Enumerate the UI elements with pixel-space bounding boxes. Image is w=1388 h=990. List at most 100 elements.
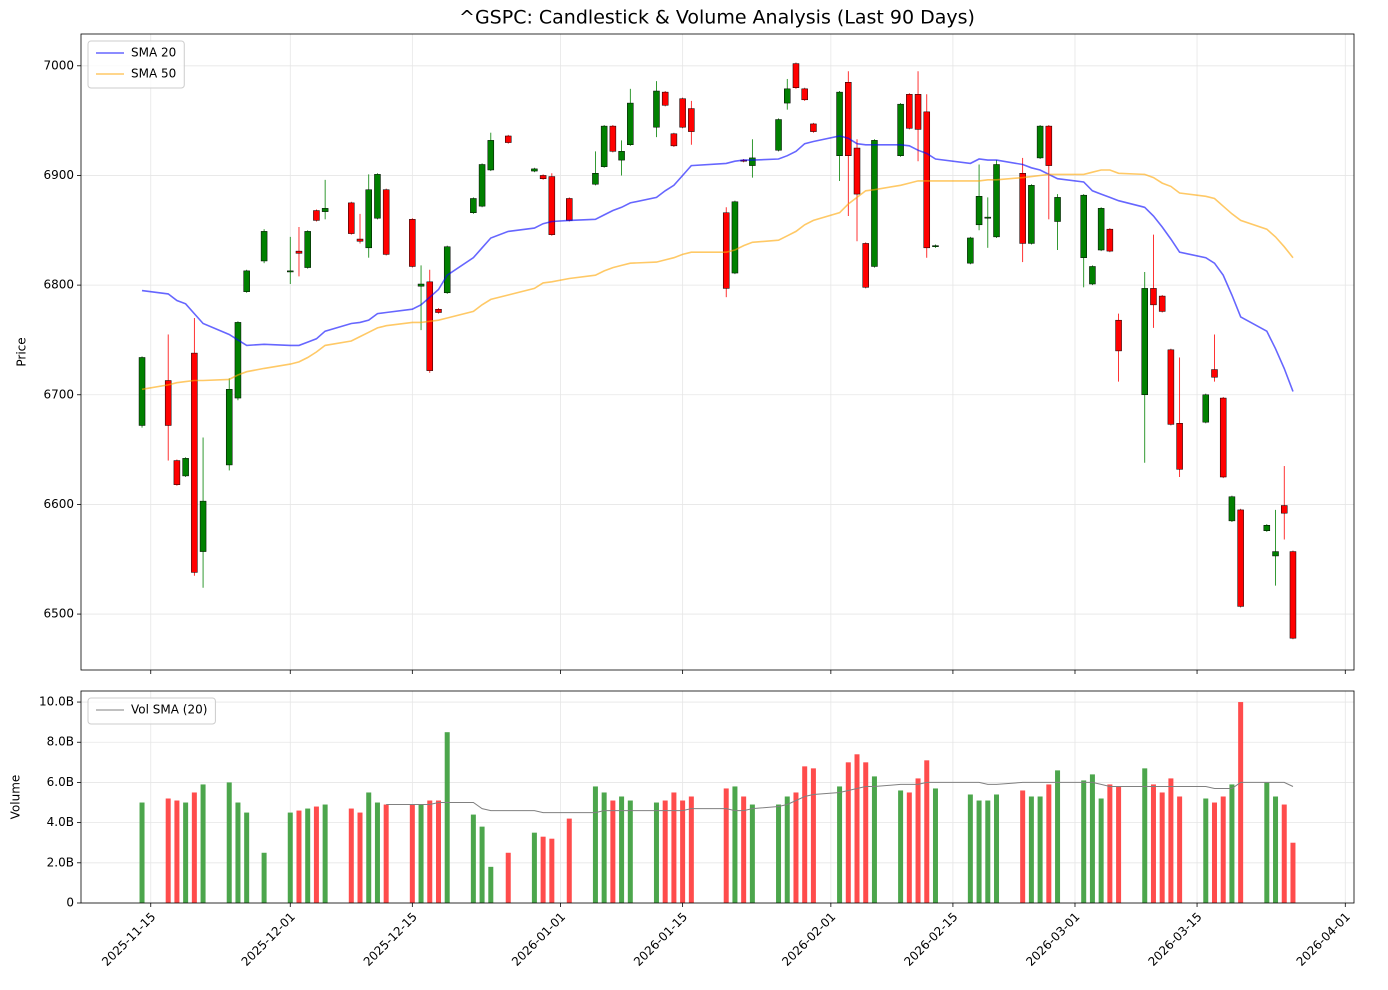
volume-bar [244, 812, 250, 903]
candle-body [661, 91, 669, 106]
chart-title: ^GSPC: Candlestick & Volume Analysis (La… [459, 7, 975, 29]
candle-body [225, 389, 233, 466]
y-tick-label: 10.0B [39, 695, 74, 709]
candle-body [967, 237, 974, 264]
volume-bar [671, 792, 677, 903]
candle-body [1280, 505, 1288, 514]
volume-bar [610, 800, 616, 903]
volume-bar [418, 804, 424, 903]
volume-bar [653, 802, 659, 903]
series-line [141, 135, 1294, 392]
candle-body [810, 123, 817, 132]
volume-bar [1089, 774, 1095, 903]
volume-bar [357, 812, 363, 903]
volume-bar [1028, 796, 1034, 903]
candle-body [993, 164, 1000, 238]
volume-bar [1046, 784, 1052, 903]
candle-body [932, 245, 939, 247]
volume-bar [749, 804, 755, 903]
candle-body [478, 164, 486, 207]
volume-bar [994, 794, 1000, 903]
volume-bar [200, 784, 206, 903]
volume-bar [366, 792, 372, 903]
volume-bar [837, 786, 843, 903]
volume-bar [680, 800, 686, 903]
y-axis-label: Price [15, 337, 29, 366]
y-tick-label: 2.0B [47, 855, 74, 869]
volume-bar [383, 804, 389, 903]
candle-body [871, 140, 878, 267]
volume-bar [435, 800, 441, 903]
candle-body [313, 210, 320, 221]
y-tick-label: 4.0B [47, 815, 74, 829]
candle-body [1141, 288, 1148, 396]
y-axis-label: Volume [9, 775, 23, 820]
volume-bar [488, 866, 494, 903]
volume-bar [871, 776, 877, 903]
volume-bar [444, 732, 450, 903]
candle-body [1167, 349, 1175, 425]
volume-bar [784, 796, 790, 903]
volume-bar [854, 754, 860, 903]
volume-bar [313, 806, 319, 903]
volume-bar [1211, 802, 1217, 903]
candle-body [548, 176, 556, 235]
candle-body [417, 283, 425, 287]
volume-bar [898, 790, 904, 903]
volume-bar [549, 838, 555, 903]
candle-body [592, 173, 599, 185]
candle-body [853, 147, 861, 195]
y-tick-label: 6600 [43, 497, 74, 511]
volume-bar [540, 836, 546, 903]
candle-body [365, 189, 372, 249]
volume-bar [967, 794, 973, 903]
volume-bar [1203, 798, 1209, 903]
candle-body [801, 88, 808, 101]
volume-bar [1116, 786, 1122, 903]
candle-body [1211, 369, 1218, 378]
candle-body [862, 243, 869, 288]
volume-bar [139, 802, 145, 903]
candle-body [836, 91, 843, 156]
plot-frame [80, 33, 1355, 671]
volume-bar [985, 800, 991, 903]
candle-body [897, 103, 904, 156]
candle-body [191, 352, 198, 573]
candle-body [435, 308, 442, 313]
volume-bar [915, 778, 921, 903]
volume-bar [1264, 782, 1270, 903]
candle-body [531, 168, 538, 172]
volume-bar [619, 796, 625, 903]
candle-body [382, 189, 390, 255]
candle-body [906, 94, 913, 129]
candle-body [1176, 423, 1183, 470]
candle-body [1202, 394, 1210, 423]
volume-bar [348, 808, 354, 903]
legend-label: SMA 20 [131, 46, 176, 60]
volume-bar [566, 818, 572, 903]
volume-bar [1229, 784, 1235, 903]
candle-body [1150, 288, 1157, 306]
candle-body [321, 208, 329, 212]
candle-body [1219, 397, 1227, 478]
series-line [386, 781, 1294, 814]
candle-body [1045, 125, 1053, 166]
candle-body [653, 90, 660, 128]
candle-body [845, 81, 852, 156]
candle-body [975, 196, 983, 226]
candle-body [984, 216, 992, 219]
legend-box [87, 697, 216, 725]
volume-bar [1020, 790, 1026, 903]
candle-body [409, 219, 416, 267]
volume-bar [723, 788, 729, 903]
volume-bar [287, 812, 293, 903]
volume-bar [1290, 842, 1296, 903]
candle-body [295, 250, 303, 254]
volume-bar [409, 804, 415, 903]
candle-body [1263, 525, 1271, 531]
volume-bar [627, 800, 633, 903]
volume-bar [1273, 796, 1279, 903]
y-tick-label: 6500 [43, 607, 74, 621]
volume-bar [776, 804, 782, 903]
candle-body [1106, 228, 1114, 252]
